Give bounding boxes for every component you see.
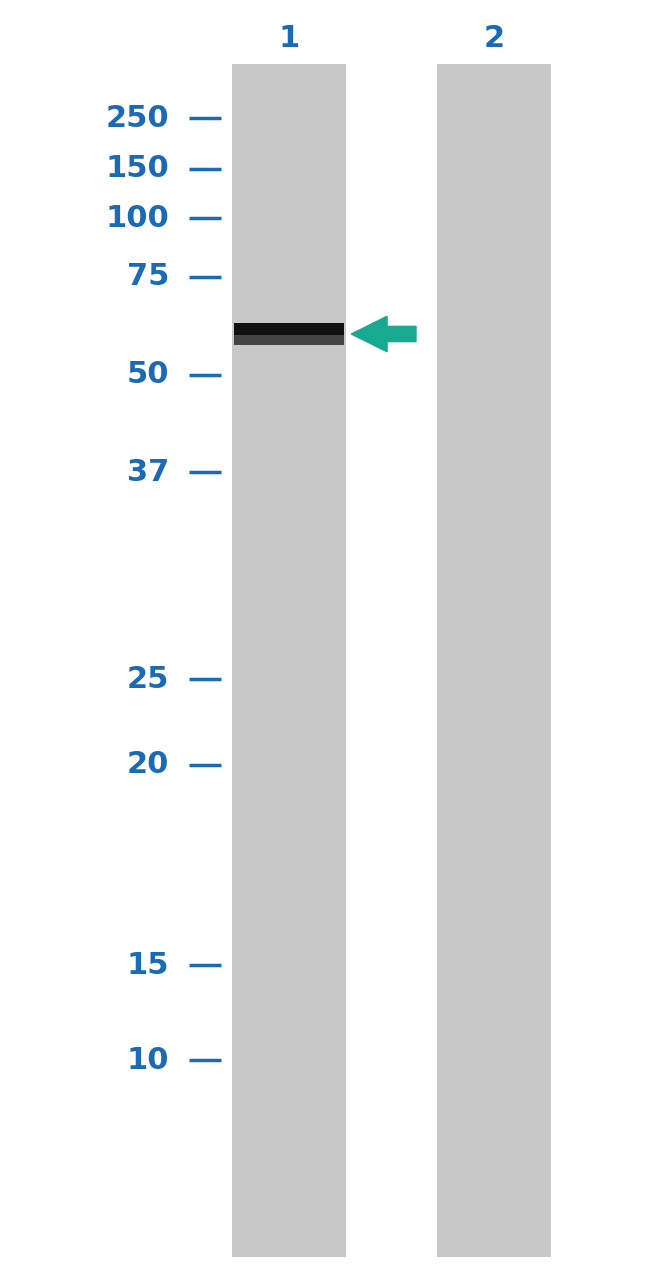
Text: 2: 2 — [484, 24, 504, 52]
Text: 100: 100 — [105, 204, 169, 232]
Text: 150: 150 — [105, 155, 169, 183]
Text: 10: 10 — [127, 1046, 169, 1074]
Text: 25: 25 — [127, 665, 169, 693]
FancyArrow shape — [351, 316, 416, 352]
Text: 75: 75 — [127, 263, 169, 291]
Text: 37: 37 — [127, 458, 169, 486]
Bar — [235, 323, 344, 335]
Text: 15: 15 — [127, 951, 169, 979]
Text: 250: 250 — [105, 104, 169, 132]
Bar — [235, 335, 344, 345]
Bar — [233, 64, 346, 1257]
Text: 20: 20 — [127, 751, 169, 779]
Text: 50: 50 — [127, 361, 169, 389]
Text: 1: 1 — [279, 24, 300, 52]
Bar — [437, 64, 551, 1257]
